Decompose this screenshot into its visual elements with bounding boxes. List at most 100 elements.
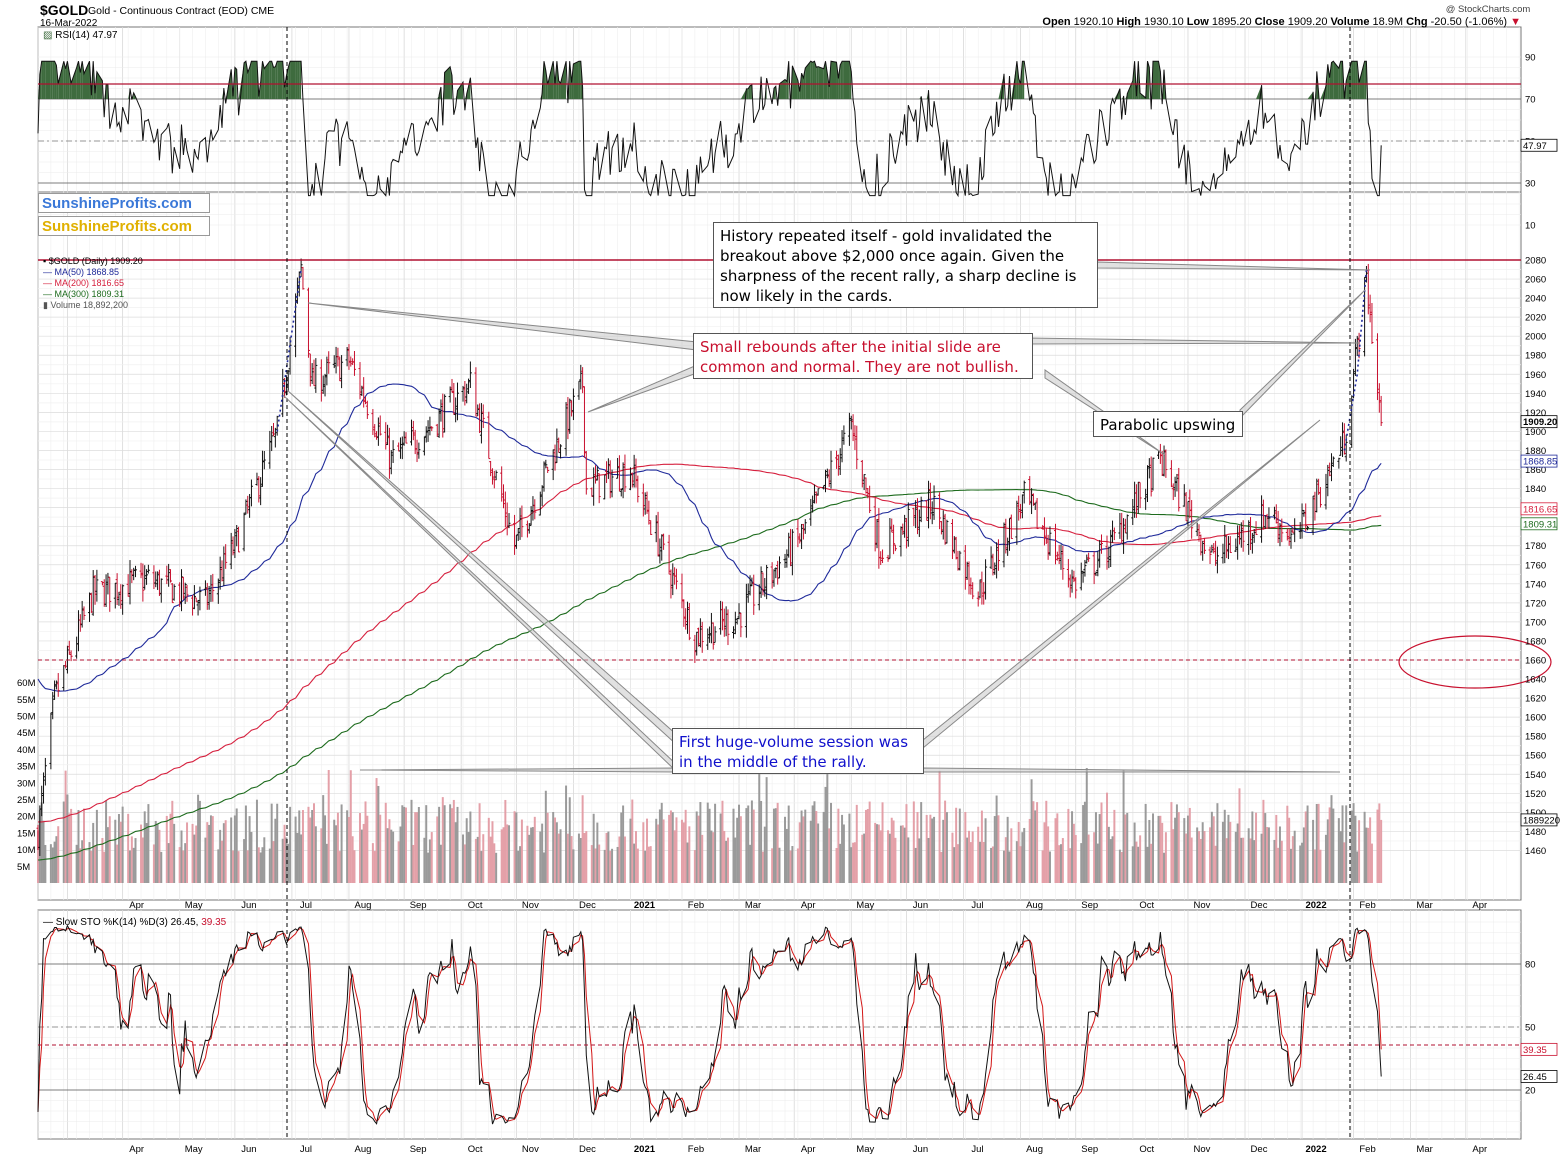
x-axis-label: Feb (688, 1144, 704, 1155)
volume-bar (592, 813, 595, 883)
volume-bar (968, 830, 971, 883)
volume-bar (404, 807, 407, 883)
volume-bar (738, 804, 741, 883)
volume-bar (314, 826, 317, 883)
volume-tick: 20M (17, 812, 36, 823)
rsi-indicator (37, 60, 1382, 198)
volume-bar (281, 838, 284, 883)
volume-bar (920, 802, 923, 883)
logo-gold: SunshineProfits.com (38, 216, 210, 236)
volume-bar (465, 818, 468, 883)
volume-bar (1144, 803, 1147, 883)
volume-bar (1021, 832, 1024, 883)
volume-bar (351, 836, 354, 883)
volume-bar (750, 800, 753, 883)
x-axis-label: Dec (579, 900, 596, 911)
volume-bar (515, 812, 518, 883)
volume-bar (1319, 849, 1322, 883)
volume-bar (686, 842, 689, 883)
x-axis-label: Sep (410, 1144, 427, 1155)
volume-bar (609, 850, 612, 883)
volume-bar (180, 830, 183, 883)
x-axis-label: Oct (1139, 1144, 1154, 1155)
volume-bar (631, 799, 634, 883)
volume-bar (520, 819, 523, 883)
price-tick: 2000 (1525, 332, 1546, 343)
volume-bar (736, 817, 739, 883)
volume-bar (848, 813, 851, 883)
volume-bar (1107, 826, 1110, 883)
price-tick: 1460 (1525, 846, 1546, 857)
volume-bar (925, 814, 928, 883)
volume-bar (552, 812, 555, 883)
price-tick: 1760 (1525, 560, 1546, 571)
volume-bar (489, 836, 492, 883)
volume-bar (182, 850, 185, 883)
volume-bar (1278, 826, 1281, 883)
x-axis-label: Aug (354, 900, 371, 911)
volume-bar (966, 837, 969, 883)
volume-bar (1041, 850, 1044, 883)
volume-bar (1354, 815, 1357, 883)
price-tick: 1580 (1525, 732, 1546, 743)
volume-bar (154, 820, 157, 883)
volume-bar (1087, 834, 1090, 883)
volume-bar (914, 847, 917, 883)
volume-bar (971, 831, 974, 883)
volume-bar (964, 811, 967, 883)
volume-bar (1164, 832, 1167, 883)
volume-bar (325, 843, 328, 883)
rsi-tick: 30 (1525, 179, 1536, 190)
volume-bar (1293, 830, 1296, 883)
annotation-rebounds: Small rebounds after the initial slide a… (693, 333, 1033, 379)
volume-bar (397, 841, 400, 883)
volume-bar (557, 833, 560, 883)
volume-bar (450, 808, 453, 883)
volume-tick: 60M (17, 678, 36, 689)
volume-bar (37, 830, 39, 883)
x-axis-label: May (185, 1144, 203, 1155)
volume-bar (230, 817, 233, 883)
x-axis-label: May (856, 1144, 874, 1155)
volume-bar (423, 837, 426, 883)
volume-bar (789, 850, 792, 883)
volume-bar (830, 802, 833, 883)
volume-bar (296, 832, 299, 883)
volume-bar (506, 824, 509, 883)
volume-bar (235, 808, 238, 883)
volume-bar (802, 816, 805, 883)
x-axis-label: Feb (1359, 900, 1375, 911)
volume-bar (1067, 808, 1070, 883)
volume-bar (324, 815, 327, 883)
volume-bar (1260, 833, 1263, 883)
volume-bar (261, 847, 264, 883)
volume-bar (500, 829, 503, 883)
volume-bar (1358, 820, 1361, 883)
volume-bar (1126, 812, 1129, 883)
svg-text:— MA(50) 1868.85: — MA(50) 1868.85 (43, 267, 119, 277)
volume-bar (1199, 838, 1202, 883)
volume-bar (1113, 809, 1116, 883)
price-tick: 2080 (1525, 256, 1546, 267)
volume-bar (1367, 827, 1370, 883)
volume-bar (88, 842, 91, 883)
volume-bar (1196, 827, 1199, 883)
volume-bar (375, 778, 378, 883)
volume-bar (598, 844, 601, 883)
axis-labels: Apr Apr May May Jun Jun Jul Jul Aug Aug Sep Sep Oct O… (17, 53, 1546, 1156)
volume-bar (301, 810, 304, 883)
volume-bar (1378, 803, 1381, 883)
volume-bar (710, 830, 713, 883)
ma50-line (37, 383, 1382, 692)
volume-bar (1315, 803, 1318, 883)
svg-text:▪ $GOLD (Daily) 1909.20: ▪ $GOLD (Daily) 1909.20 (43, 256, 143, 266)
volume-bar (1048, 851, 1051, 883)
price-tick: 2020 (1525, 313, 1546, 324)
volume-bar (1229, 821, 1232, 883)
volume-bar (1210, 811, 1213, 883)
sto-tick: 80 (1525, 960, 1536, 971)
x-axis-label: Jun (241, 1144, 256, 1155)
volume-bar (57, 826, 60, 883)
volume-bar (250, 832, 253, 883)
volume-bar (449, 804, 452, 883)
